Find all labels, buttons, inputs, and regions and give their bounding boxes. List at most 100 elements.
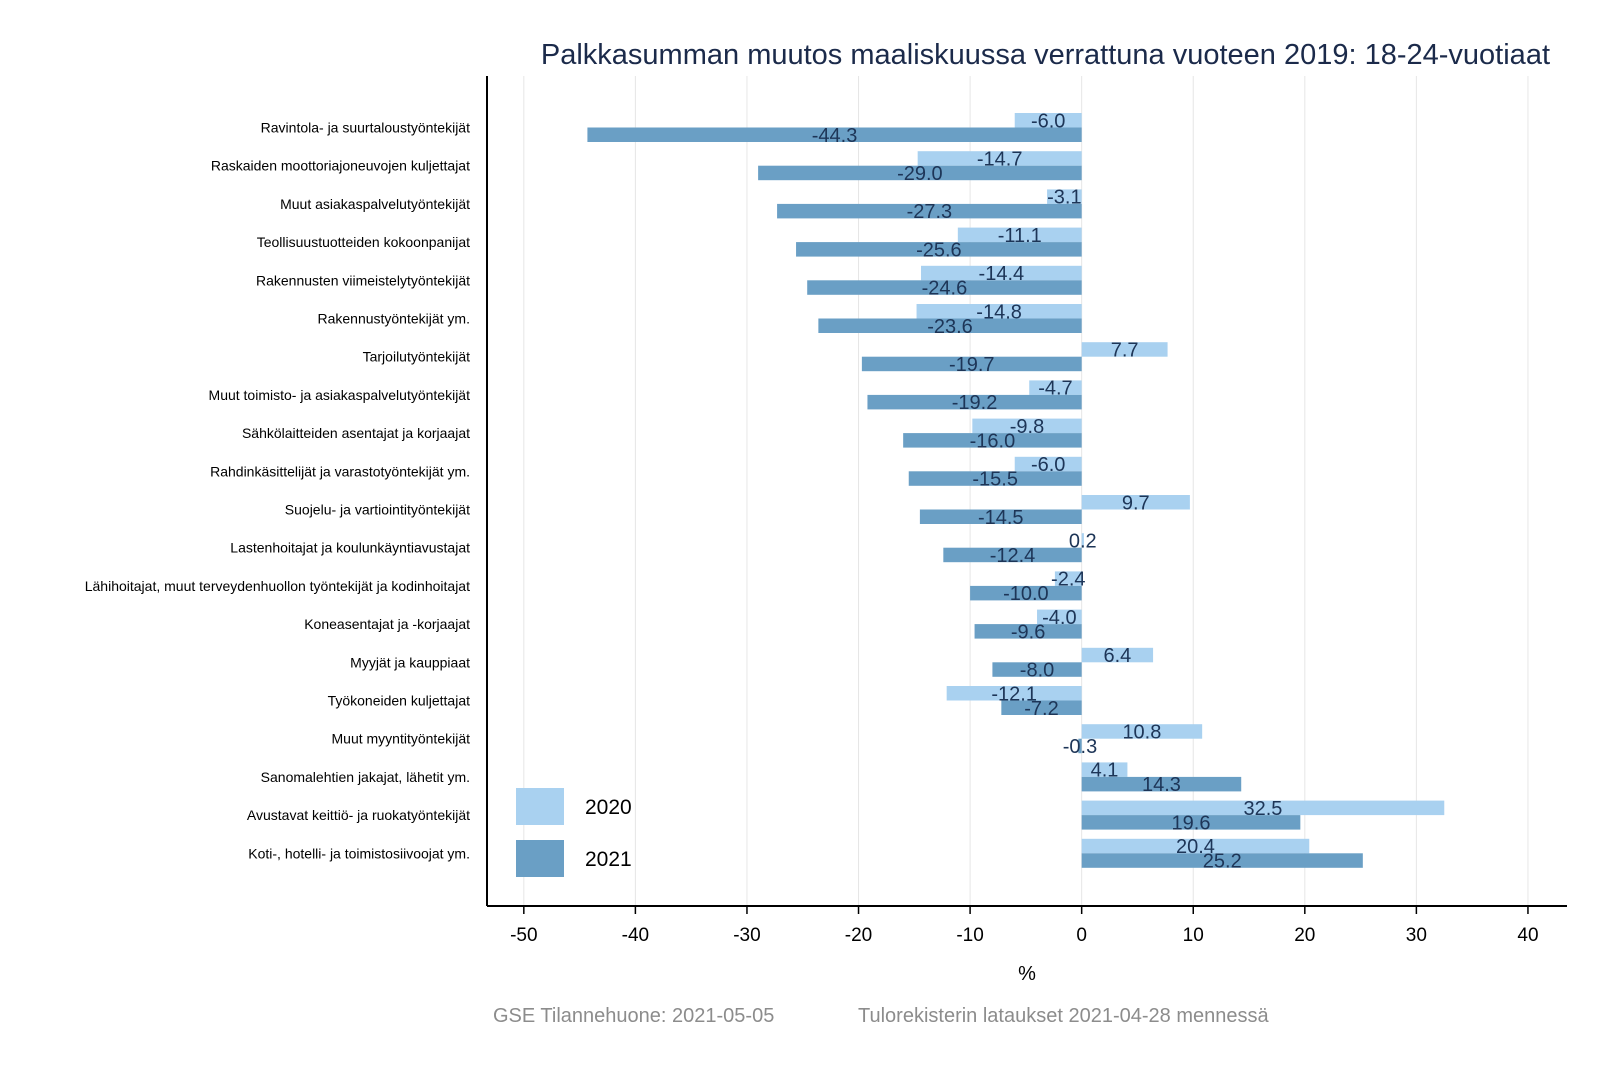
bar-2020	[1037, 609, 1082, 625]
bar-2020	[1047, 189, 1082, 204]
bar-2021	[861, 356, 1082, 372]
bars	[587, 113, 1445, 868]
footer-source: GSE Tilannehuone: 2021-05-05	[493, 1005, 774, 1027]
data-label-2021: -10.0	[1003, 583, 1049, 605]
data-label-2021: -29.0	[897, 163, 943, 185]
footer-note: Tulorekisterin lataukset 2021-04-28 menn…	[858, 1005, 1269, 1027]
data-label-2020: 20.4	[1176, 836, 1215, 858]
category-label: Muut asiakaspalvelutyöntekijät	[280, 196, 470, 212]
x-tick-label: -10	[956, 925, 983, 946]
x-tick-label: 20	[1294, 925, 1315, 946]
bar-2021	[758, 165, 1082, 181]
bar-2020	[916, 304, 1082, 319]
data-label-2021: -44.3	[812, 125, 858, 147]
bar-2021	[1081, 776, 1242, 792]
category-label: Tarjoilutyöntekijät	[363, 349, 470, 365]
bar-2020	[1029, 380, 1082, 395]
category-label: Ravintola- ja suurtaloustyöntekijät	[261, 120, 470, 136]
category-label: Rahdinkäsittelijät ja varastotyöntekijät…	[210, 463, 470, 479]
x-tick-label: 10	[1183, 925, 1204, 946]
bar-2021	[796, 242, 1082, 257]
data-label-2021: -8.0	[1020, 660, 1054, 682]
legend-label-2021: 2021	[585, 848, 632, 871]
bar-2020	[1081, 342, 1168, 357]
data-label-2021: -0.3	[1063, 736, 1097, 758]
data-label-2021: 14.3	[1142, 774, 1181, 796]
legend-swatch-2021	[516, 840, 564, 877]
bar-2020	[972, 418, 1082, 434]
data-label-2021: -19.7	[949, 354, 995, 376]
x-ticks: -50 -40 -30 -20 -10 0 10 20 30 40	[510, 906, 1539, 946]
data-label-2020: 0.2	[1069, 530, 1097, 552]
bar-2021	[1001, 700, 1082, 715]
data-label-2020: 7.7	[1111, 339, 1139, 361]
bar-2021	[919, 509, 1082, 524]
category-label: Raskaiden moottoriajoneuvojen kuljettaja…	[211, 158, 470, 174]
category-label: Lastenhoitajat ja koulunkäyntiavustajat	[230, 540, 470, 556]
data-label-2021: 25.2	[1203, 851, 1242, 873]
bar-2020	[1081, 762, 1128, 777]
data-label-2020: -12.1	[991, 683, 1037, 705]
data-label-2020: 10.8	[1122, 721, 1161, 743]
bar-2021	[1078, 738, 1082, 754]
x-tick-label: 30	[1406, 925, 1427, 946]
bar-2020	[957, 227, 1082, 243]
data-label-2020: -3.1	[1047, 187, 1081, 209]
category-label: Rakennusten viimeistelytyöntekijät	[256, 272, 470, 288]
x-axis-label: %	[1018, 963, 1036, 985]
data-label-2021: -15.5	[972, 469, 1018, 491]
data-label-2021: -9.6	[1011, 621, 1045, 643]
bar-2021	[818, 318, 1082, 333]
bar-2021	[970, 585, 1082, 601]
data-label-2020: 6.4	[1103, 645, 1131, 667]
data-label-2020: -14.7	[977, 148, 1023, 170]
bar-2020	[1081, 838, 1310, 854]
bar-2021	[903, 433, 1082, 448]
legend-swatch-2020	[516, 788, 564, 825]
category-label: Työkoneiden kuljettajat	[328, 693, 471, 709]
x-tick-label: -40	[622, 925, 649, 946]
bar-2021	[974, 624, 1082, 639]
category-label: Myyjät ja kauppiaat	[350, 654, 470, 670]
category-label: Teollisuustuotteiden kokoonpanijat	[257, 234, 470, 250]
bar-2021	[943, 547, 1082, 563]
data-label-2020: -9.8	[1010, 416, 1044, 438]
bar-2020	[921, 265, 1082, 281]
data-label-2021: -19.2	[952, 392, 998, 414]
bar-2020	[1081, 724, 1203, 739]
axes	[486, 76, 1567, 907]
data-label-2021: -7.2	[1024, 698, 1058, 720]
data-label-2020: -6.0	[1031, 110, 1065, 132]
bar-2020	[1081, 495, 1190, 510]
data-label-2021: -12.4	[990, 545, 1036, 567]
bar-2020	[1081, 533, 1084, 548]
category-label: Sähkölaitteiden asentajat ja korjaajat	[242, 425, 470, 441]
data-labels: -6.0 -44.3 -14.7 -29.0 -3.1 -27.3 -11.1 -25.6 -1…	[812, 110, 1283, 872]
bar-2020	[946, 686, 1082, 701]
bar-2021	[867, 394, 1082, 410]
category-label: Muut myyntityöntekijät	[332, 731, 471, 747]
data-label-2020: -14.8	[976, 301, 1022, 323]
data-label-2021: -23.6	[927, 316, 973, 338]
x-tick-label: -50	[510, 925, 537, 946]
grid-lines	[523, 76, 1529, 906]
category-label: Lähihoitajat, muut terveydenhuollon työn…	[85, 578, 470, 594]
data-label-2020: -2.4	[1051, 569, 1085, 591]
data-label-2021: -27.3	[907, 201, 953, 223]
x-tick-label: -20	[845, 925, 872, 946]
category-labels: Ravintola- ja suurtaloustyöntekijät Raska…	[85, 120, 470, 862]
data-label-2021: -16.0	[970, 430, 1016, 452]
bar-2021	[777, 203, 1082, 219]
data-label-2020: 9.7	[1122, 492, 1150, 514]
legend-label-2020: 2020	[585, 796, 632, 819]
bar-2020	[1014, 113, 1082, 128]
data-label-2020: -14.4	[979, 263, 1025, 285]
category-label: Avustavat keittiö- ja ruokatyöntekijät	[247, 807, 470, 823]
x-tick-label: 0	[1076, 925, 1087, 946]
data-label-2021: -14.5	[978, 507, 1024, 529]
data-label-2020: -4.7	[1038, 378, 1072, 400]
legend: 2020 2021	[516, 788, 632, 877]
bar-2021	[1081, 853, 1363, 868]
category-label: Rakennustyöntekijät ym.	[317, 311, 470, 327]
